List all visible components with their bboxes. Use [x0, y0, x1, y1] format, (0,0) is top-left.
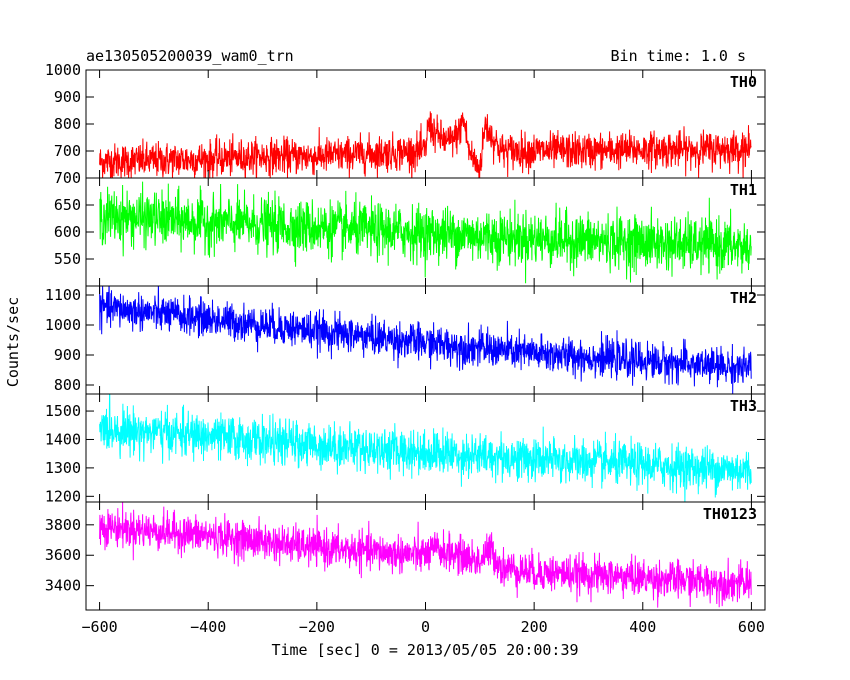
y-tick-label: 3400: [45, 577, 81, 595]
y-tick-label: 1400: [45, 430, 81, 448]
x-axis: −600 −400 −200 0 200 400 600: [82, 70, 765, 636]
series-line-th0123: [99, 502, 752, 608]
series-line-th0: [99, 111, 752, 178]
series-label: TH0123: [703, 505, 757, 523]
y-tick-label: 550: [54, 250, 81, 268]
y-tick-label: 600: [54, 223, 81, 241]
y-tick-label: 1500: [45, 402, 81, 420]
y-tick-label: 3800: [45, 516, 81, 534]
y-tick-label: 700: [54, 142, 81, 160]
x-tick-label: −600: [82, 618, 118, 636]
bin-time-label: Bin time: 1.0 s: [611, 47, 746, 65]
series-label: TH3: [730, 397, 757, 415]
x-axis-label: Time [sec] 0 = 2013/05/05 20:00:39: [271, 641, 578, 659]
series-label: TH2: [730, 289, 757, 307]
series-line-th1: [99, 181, 752, 284]
plot-title: ae130505200039_wam0_trn: [86, 47, 294, 65]
panel-th1: 550 600 650 700 TH1: [54, 169, 766, 287]
series-label: TH0: [730, 73, 757, 91]
panel-frame: [85, 285, 766, 395]
x-tick-label: 0: [421, 618, 430, 636]
series-line-th2: [99, 286, 752, 394]
panel-th0123: 3400 3600 3800 TH0123: [45, 501, 766, 611]
y-tick-label: 800: [54, 115, 81, 133]
x-tick-label: −200: [299, 618, 335, 636]
panel-th0: 700 800 900 1000 TH0: [45, 61, 766, 179]
y-tick-label: 1200: [45, 487, 81, 505]
y-tick-label: 900: [54, 346, 81, 364]
y-tick-label: 3600: [45, 546, 81, 564]
y-axis-label: Counts/sec: [4, 297, 22, 387]
y-tick-label: 1300: [45, 459, 81, 477]
x-tick-label: 600: [738, 618, 765, 636]
y-tick-label: 1000: [45, 61, 81, 79]
y-tick-label: 1100: [45, 286, 81, 304]
panel-th3: 1200 1300 1400 1500 TH3: [45, 393, 766, 505]
y-tick-label: 800: [54, 376, 81, 394]
y-tick-label: 650: [54, 196, 81, 214]
y-tick-label: 1000: [45, 316, 81, 334]
panel-th2: 800 900 1000 1100 TH2: [45, 285, 766, 395]
y-tick-label: 900: [54, 88, 81, 106]
x-tick-label: 400: [629, 618, 656, 636]
panel-frame: [85, 393, 766, 503]
x-tick-label: −400: [190, 618, 226, 636]
series-label: TH1: [730, 181, 757, 199]
series-line-th3: [99, 394, 752, 502]
x-tick-label: 200: [521, 618, 548, 636]
panels: 700 800 900 1000 TH0 550 600 650 700 TH1 800 900 100…: [45, 61, 766, 611]
y-tick-label: 700: [54, 169, 81, 187]
